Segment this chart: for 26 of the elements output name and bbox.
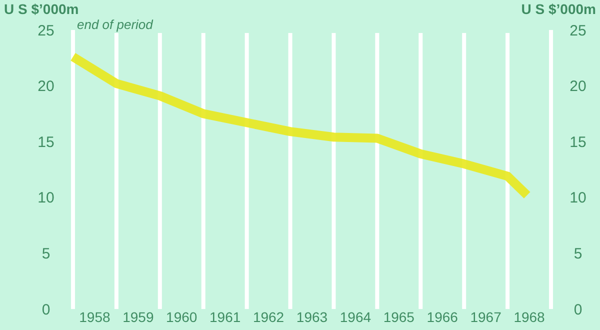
- x-tick-label: 1960: [166, 309, 198, 325]
- x-tick-label: 1962: [252, 309, 284, 325]
- chart-subtitle: end of period: [77, 17, 154, 32]
- y2-axis-title: U S $’000m: [521, 1, 596, 17]
- y-tick-label: 0: [42, 301, 50, 318]
- y-tick-label: 15: [38, 134, 54, 151]
- x-tick-label: 1961: [210, 309, 241, 325]
- x-tick-label: 1968: [514, 309, 546, 325]
- x-tick-label: 1967: [470, 309, 502, 325]
- y-tick-label: 20: [38, 78, 54, 96]
- y2-tick-label: 10: [570, 190, 586, 207]
- x-tick-label: 1964: [340, 309, 372, 325]
- x-tick-label: 1958: [79, 309, 111, 325]
- x-tick-label: 1959: [122, 309, 154, 325]
- x-tick-label: 1965: [383, 309, 415, 325]
- x-tick-label: 1966: [426, 309, 458, 325]
- y2-tick-label: 0: [574, 301, 582, 318]
- y2-tick-label: 15: [570, 134, 586, 151]
- x-tick-label: 1963: [296, 309, 328, 325]
- y-tick-label: 25: [38, 22, 54, 40]
- y2-tick-label: 25: [570, 22, 586, 40]
- y-axis-title: U S $’000m: [4, 1, 79, 17]
- y-tick-label: 10: [38, 190, 54, 207]
- y2-tick-label: 20: [570, 78, 586, 96]
- y-tick-label: 5: [42, 245, 50, 262]
- y2-tick-label: 5: [574, 245, 582, 262]
